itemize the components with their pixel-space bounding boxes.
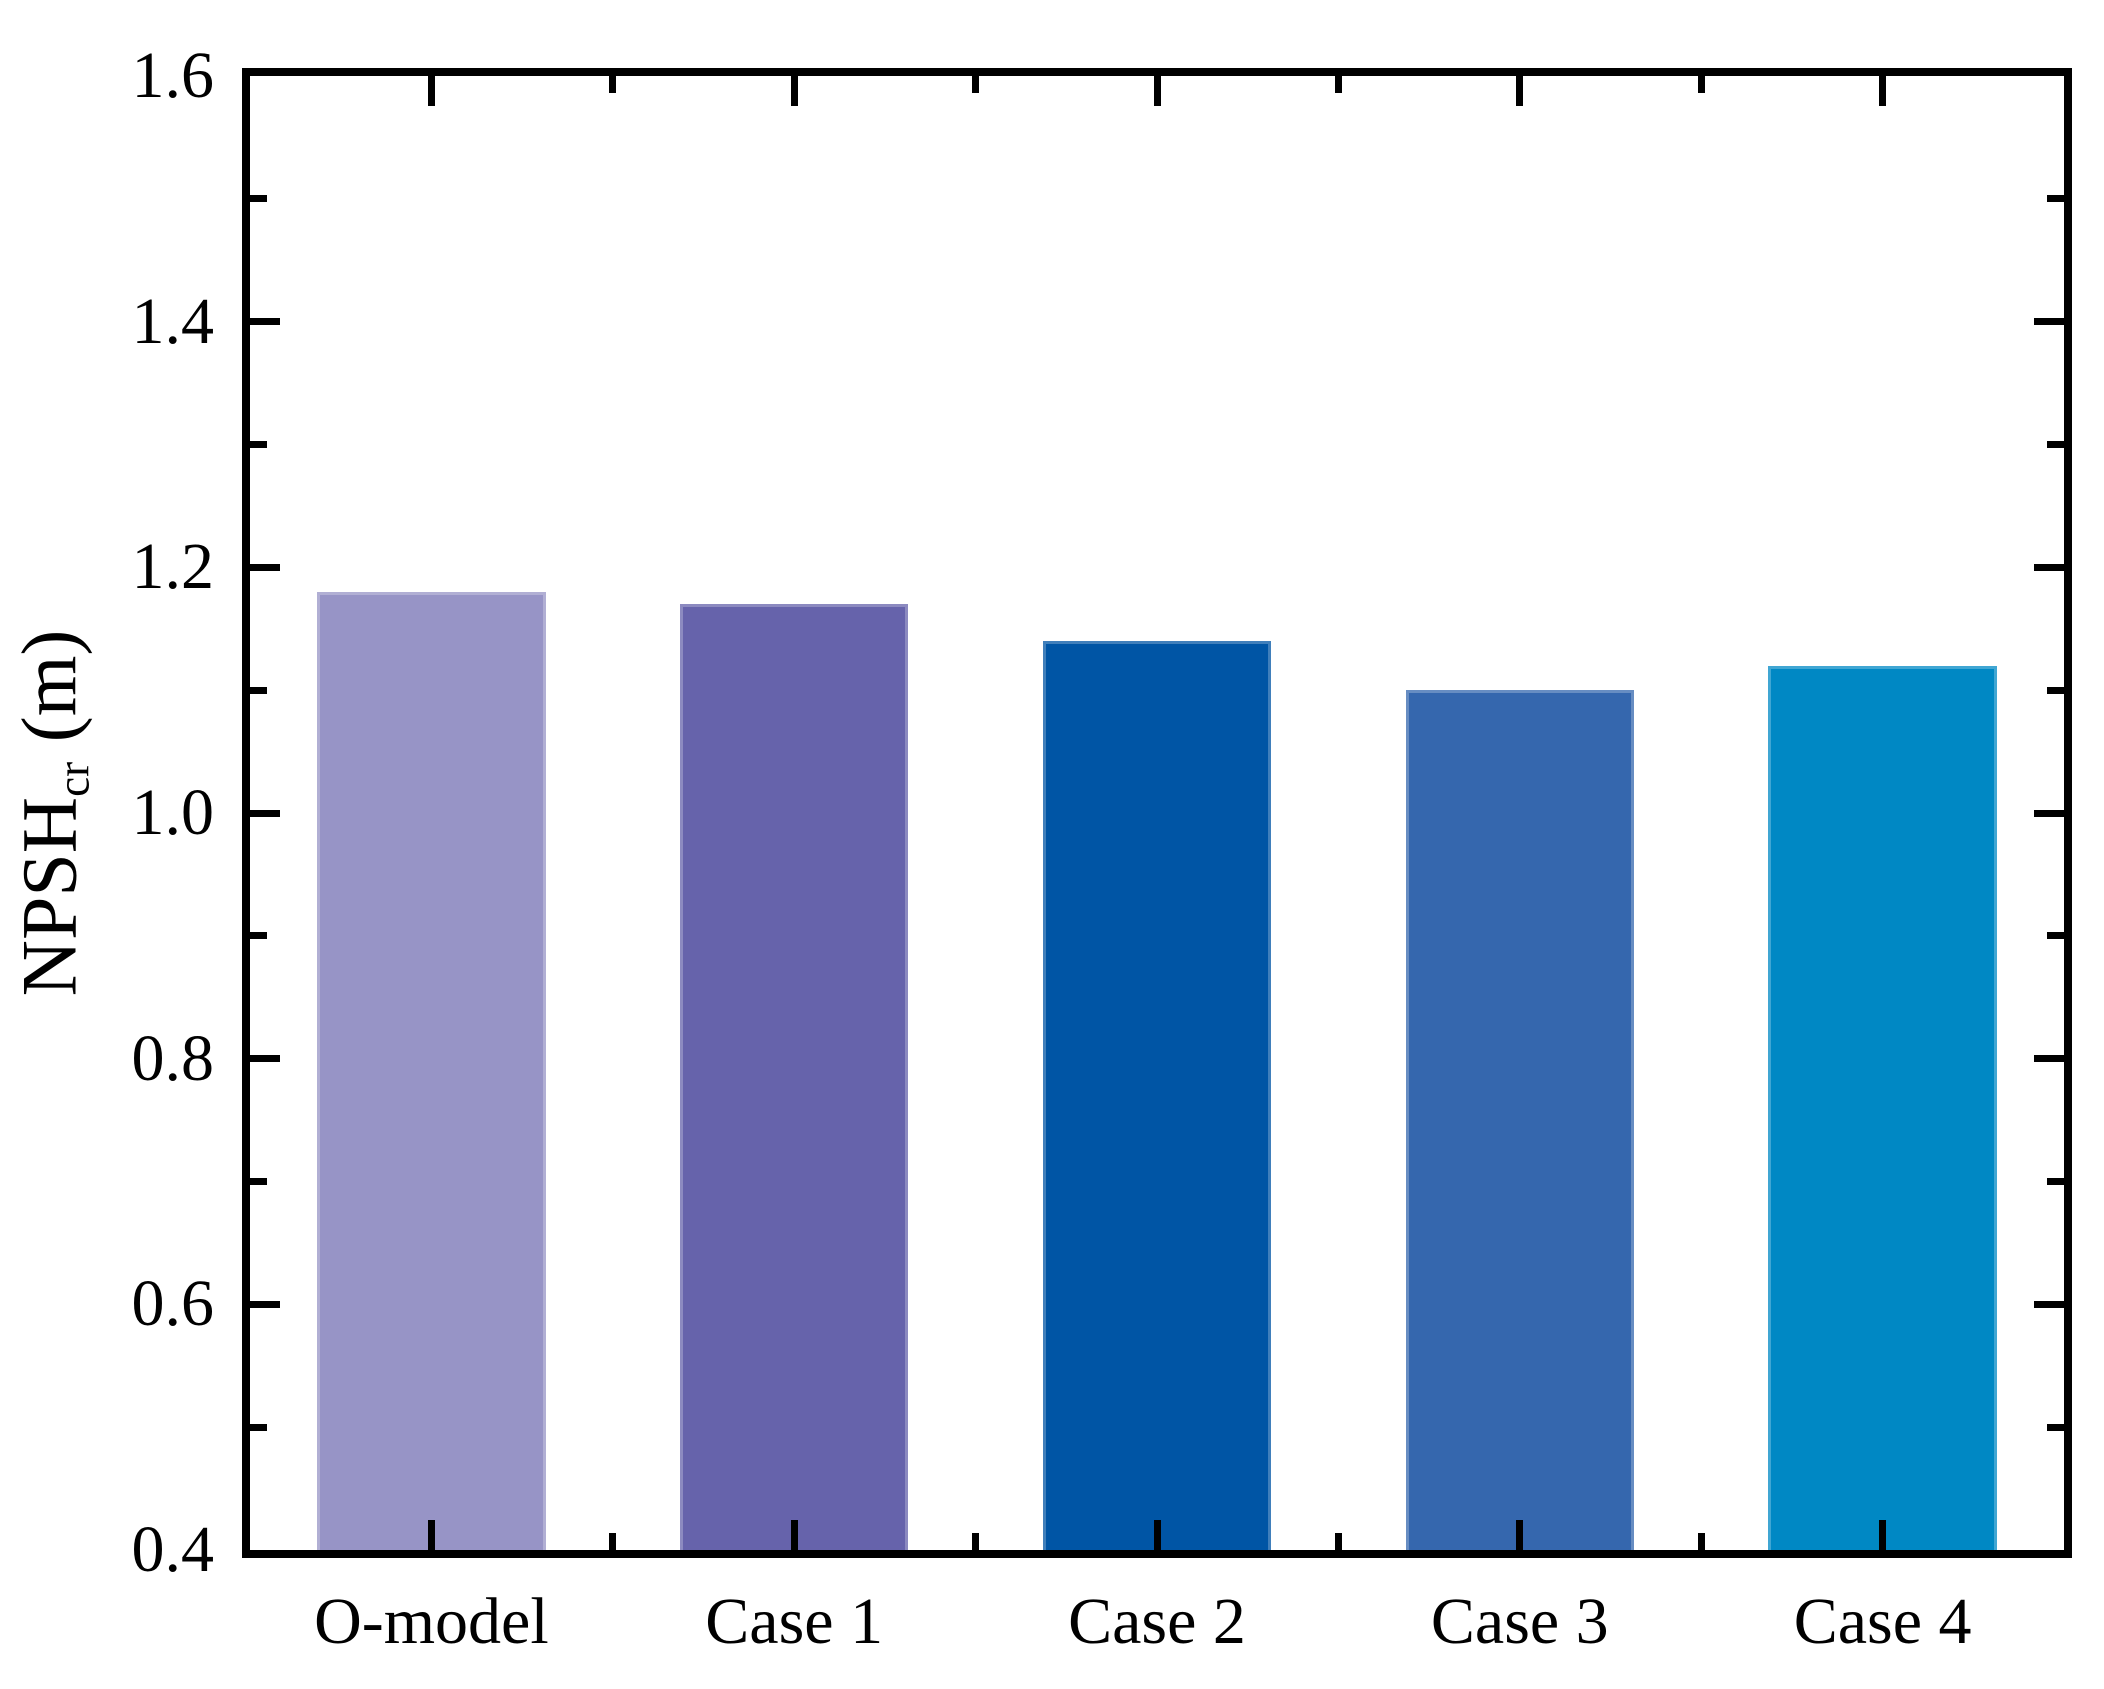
y-major-tick-left xyxy=(250,809,280,817)
x-major-tick-bottom xyxy=(427,1520,435,1550)
x-tick-label-o-model: O-model xyxy=(314,1585,549,1658)
x-major-tick-top xyxy=(427,76,435,106)
y-axis-title-unit: (m) xyxy=(5,629,93,762)
y-minor-tick-left xyxy=(250,686,267,694)
y-major-tick-right xyxy=(2034,809,2064,817)
y-minor-tick-left xyxy=(250,1178,267,1185)
y-minor-tick-left xyxy=(250,441,267,448)
x-major-tick-top xyxy=(1879,76,1887,106)
x-major-tick-bottom xyxy=(790,1520,798,1550)
x-minor-tick-bottom xyxy=(1697,1533,1705,1550)
y-minor-tick-right xyxy=(2047,686,2064,694)
x-minor-tick-bottom xyxy=(609,1533,617,1550)
y-minor-tick-left xyxy=(250,932,267,940)
y-major-tick-left xyxy=(250,1055,280,1063)
y-tick-label: 1.2 xyxy=(131,530,215,604)
y-tick-label: 1.4 xyxy=(131,284,215,358)
x-major-tick-top xyxy=(790,76,798,106)
y-minor-tick-right xyxy=(2047,1423,2064,1431)
y-tick-label: 0.6 xyxy=(131,1267,215,1341)
y-major-tick-right xyxy=(2034,1055,2064,1063)
plot-area xyxy=(242,68,2072,1558)
y-tick-label: 0.4 xyxy=(131,1513,215,1586)
y-major-tick-left xyxy=(250,1300,280,1308)
y-minor-tick-right xyxy=(2047,195,2064,203)
x-minor-tick-bottom xyxy=(972,1533,980,1550)
y-major-tick-right xyxy=(2034,1300,2064,1308)
x-tick-label-case-3: Case 3 xyxy=(1430,1585,1609,1658)
x-major-tick-top xyxy=(1516,76,1524,106)
y-major-tick-right xyxy=(2034,563,2064,571)
x-minor-tick-bottom xyxy=(1334,1533,1342,1550)
x-major-tick-bottom xyxy=(1516,1520,1524,1550)
y-minor-tick-right xyxy=(2047,932,2064,940)
x-minor-tick-top xyxy=(609,76,617,93)
y-major-tick-left xyxy=(250,318,280,326)
y-tick-label: 1.6 xyxy=(131,39,215,112)
x-tick-label-case-4: Case 4 xyxy=(1793,1585,1972,1658)
x-tick-label-case-1: Case 1 xyxy=(705,1585,884,1658)
y-tick-label: 0.8 xyxy=(131,1021,215,1095)
y-minor-tick-right xyxy=(2047,1178,2064,1185)
bar-case-2 xyxy=(1042,641,1272,1550)
y-minor-tick-right xyxy=(2047,441,2064,448)
y-major-tick-right xyxy=(2034,318,2064,326)
x-tick-label-case-2: Case 2 xyxy=(1068,1585,1246,1658)
y-minor-tick-left xyxy=(250,1423,267,1431)
y-tick-label: 1.0 xyxy=(131,776,215,849)
x-major-tick-bottom xyxy=(1879,1520,1887,1550)
bar-case-3 xyxy=(1405,690,1635,1550)
x-minor-tick-top xyxy=(1334,76,1342,93)
bar-case-1 xyxy=(679,604,909,1550)
bar-case-4 xyxy=(1768,665,1997,1550)
y-minor-tick-left xyxy=(250,195,267,203)
bar-o-model xyxy=(317,591,546,1550)
x-major-tick-bottom xyxy=(1153,1520,1161,1550)
x-major-tick-top xyxy=(1153,76,1161,106)
x-minor-tick-top xyxy=(1697,76,1705,93)
y-major-tick-left xyxy=(250,563,280,571)
x-minor-tick-top xyxy=(972,76,980,93)
